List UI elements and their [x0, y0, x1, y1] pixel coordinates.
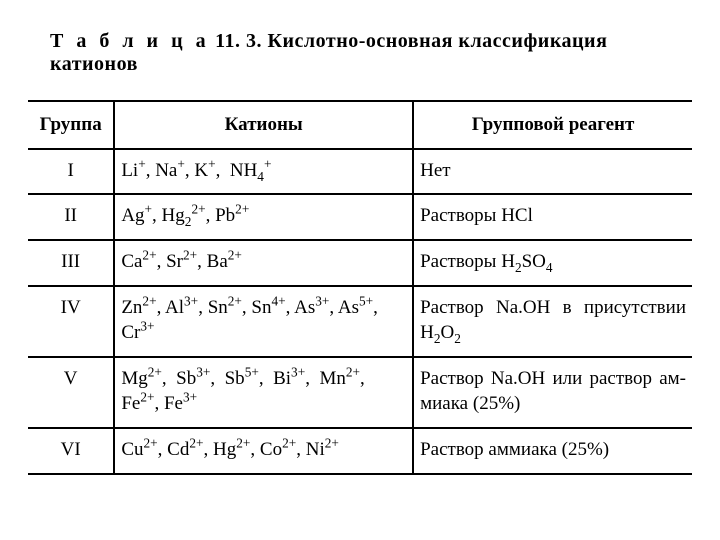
cell-reagent: Раствор аммиака (25%) [413, 428, 692, 474]
table-row: ILi+, Na+, K+, NH4+Нет [28, 149, 692, 195]
cell-cations: Mg2+, Sb3+, Sb5+, Bi3+, Mn2+, Fe2+, Fe3+ [114, 357, 413, 428]
col-header-reagent: Групповой реагент [413, 101, 692, 149]
col-header-cations: Катионы [114, 101, 413, 149]
cell-group: I [28, 149, 114, 195]
cell-cations: Ag+, Hg22+, Pb2+ [114, 194, 413, 240]
cell-group: III [28, 240, 114, 286]
cation-table: Группа Катионы Групповой реагент ILi+, N… [28, 100, 692, 475]
col-header-group: Группа [28, 101, 114, 149]
cell-reagent: Нет [413, 149, 692, 195]
table-row: VMg2+, Sb3+, Sb5+, Bi3+, Mn2+, Fe2+, Fe3… [28, 357, 692, 428]
caption-number: 11. 3. [215, 30, 262, 52]
cell-cations: Zn2+, Al3+, Sn2+, Sn4+, As3+, As5+, Cr3+ [114, 286, 413, 357]
table-header-row: Группа Катионы Групповой реагент [28, 101, 692, 149]
table-row: IIICa2+, Sr2+, Ba2+Растворы H2SO4 [28, 240, 692, 286]
cell-group: VI [28, 428, 114, 474]
cell-group: IV [28, 286, 114, 357]
cell-reagent: Раствор Na.OH или раствор ам­миака (25%) [413, 357, 692, 428]
cell-cations: Cu2+, Cd2+, Hg2+, Co2+, Ni2+ [114, 428, 413, 474]
table-body: ILi+, Na+, K+, NH4+НетIIAg+, Hg22+, Pb2+… [28, 149, 692, 474]
table-row: IIAg+, Hg22+, Pb2+Растворы HCl [28, 194, 692, 240]
table-caption: Т а б л и ц а 11. 3. Кислотно-основная к… [28, 30, 692, 76]
cell-reagent: Растворы H2SO4 [413, 240, 692, 286]
cell-reagent: Растворы HCl [413, 194, 692, 240]
cell-group: V [28, 357, 114, 428]
caption-prefix: Т а б л и ц а [50, 30, 210, 52]
cell-reagent: Раствор Na.OH в присутствии H2O2 [413, 286, 692, 357]
cell-cations: Li+, Na+, K+, NH4+ [114, 149, 413, 195]
table-row: VICu2+, Cd2+, Hg2+, Co2+, Ni2+Раствор ам… [28, 428, 692, 474]
cell-cations: Ca2+, Sr2+, Ba2+ [114, 240, 413, 286]
table-row: IVZn2+, Al3+, Sn2+, Sn4+, As3+, As5+, Cr… [28, 286, 692, 357]
cell-group: II [28, 194, 114, 240]
